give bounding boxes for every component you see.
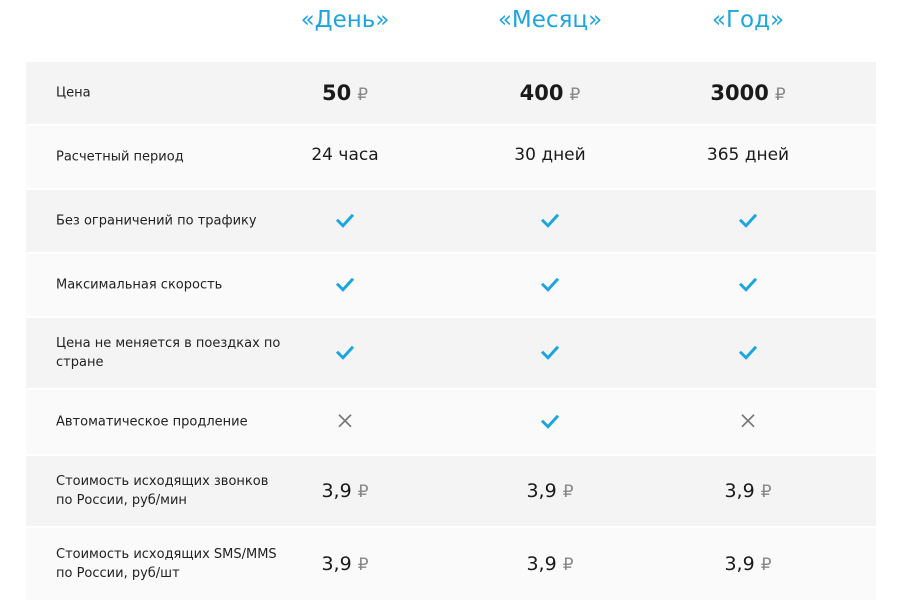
table-row: Стоимость исходящих SMS/MMS по России, р… (26, 528, 876, 600)
ruble-sign: ₽ (760, 555, 772, 575)
check-icon (648, 275, 848, 296)
table-row: Цена 50 ₽400 ₽3000 ₽ (26, 62, 876, 124)
table-row: Стоимость исходящих звонков по России, р… (26, 456, 876, 526)
plan-header-year: «Год» (711, 7, 785, 33)
price-value: 400 ₽ (450, 81, 650, 105)
ruble-sign: ₽ (357, 85, 369, 105)
row-label: Расчетный период (56, 149, 184, 165)
plan-header-month: «Месяц» (497, 7, 603, 33)
check-icon (245, 343, 445, 364)
ruble-sign: ₽ (562, 555, 574, 575)
row-label: Цена не меняется в поездках по стране (56, 336, 281, 370)
table-row: Автоматическое продление (26, 390, 876, 454)
ruble-sign: ₽ (357, 482, 369, 502)
amount: 3,9 (526, 553, 557, 575)
row-label: Стоимость исходящих SMS/MMS по России, р… (56, 547, 277, 581)
ruble-sign: ₽ (774, 85, 786, 105)
row-label: Без ограничений по трафику (56, 213, 257, 229)
check-icon (245, 275, 445, 296)
row-label: Цена (56, 85, 91, 101)
check-icon (450, 412, 650, 433)
rate-value: 3,9 ₽ (648, 553, 848, 575)
check-icon (450, 211, 650, 232)
rate-value: 3,9 ₽ (245, 553, 445, 575)
ruble-sign: ₽ (562, 482, 574, 502)
table-row: Цена не меняется в поездках по стране (26, 318, 876, 388)
row-label: Стоимость исходящих звонков по России, р… (56, 474, 269, 508)
price-value: 3000 ₽ (648, 81, 848, 105)
ruble-sign: ₽ (569, 85, 581, 105)
amount: 3,9 (321, 553, 352, 575)
cell-value: 24 часа (311, 145, 379, 165)
check-icon (648, 343, 848, 364)
ruble-sign: ₽ (357, 555, 369, 575)
amount: 3000 (710, 81, 769, 105)
plan-header-day: «День» (300, 7, 390, 33)
cross-icon (648, 412, 848, 433)
amount: 50 (321, 81, 352, 105)
check-icon (450, 275, 650, 296)
check-icon (245, 211, 445, 232)
rate-value: 3,9 ₽ (648, 480, 848, 502)
amount: 3,9 (724, 480, 755, 502)
comparison-table: Цена 50 ₽400 ₽3000 ₽ Расчетный период 24 часа 3… (26, 62, 876, 602)
rate-value: 3,9 ₽ (450, 553, 650, 575)
row-label: Максимальная скорость (56, 277, 223, 293)
amount: 400 (519, 81, 564, 105)
check-icon (648, 211, 848, 232)
ruble-sign: ₽ (760, 482, 772, 502)
cell-value: 365 дней (706, 145, 790, 165)
rate-value: 3,9 ₽ (450, 480, 650, 502)
table-row: Без ограничений по трафику (26, 190, 876, 252)
table-row: Расчетный период 24 часа 30 дней 365 дней (26, 126, 876, 188)
amount: 3,9 (526, 480, 557, 502)
amount: 3,9 (724, 553, 755, 575)
row-label: Автоматическое продление (56, 414, 248, 430)
cell-value: 30 дней (514, 145, 586, 165)
check-icon (450, 343, 650, 364)
table-row: Максимальная скорость (26, 254, 876, 316)
cross-icon (245, 412, 445, 433)
rate-value: 3,9 ₽ (245, 480, 445, 502)
price-value: 50 ₽ (245, 81, 445, 105)
amount: 3,9 (321, 480, 352, 502)
